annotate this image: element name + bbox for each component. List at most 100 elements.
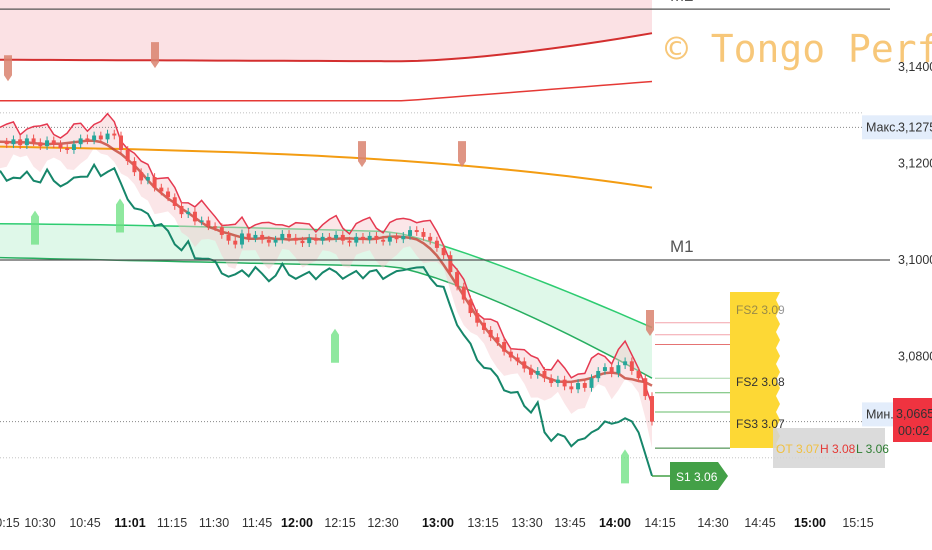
candle-body — [495, 337, 500, 343]
price-label-box — [862, 115, 932, 140]
fs-tag-label[interactable]: FS2 3.08 — [736, 375, 785, 389]
sell-marker-icon — [4, 55, 12, 82]
orange-ma-line — [0, 145, 653, 189]
lower-band-top — [0, 223, 653, 329]
candle-body — [105, 133, 110, 140]
x-tick-label: 11:45 — [242, 516, 272, 530]
upper-band-lower-line — [0, 80, 653, 102]
candle-body — [233, 240, 238, 245]
candle-body — [71, 144, 76, 150]
ohlc-high-label: H 3.08 — [820, 442, 856, 456]
x-tick-label: 13:45 — [554, 516, 585, 530]
y-tick-label: 3,1400 — [898, 60, 932, 74]
candle-body — [313, 237, 318, 241]
candle-body — [455, 272, 460, 287]
level-label-m1: M1 — [670, 237, 694, 256]
price-label-name: Макс. — [866, 120, 899, 134]
candle-body — [4, 141, 9, 145]
x-tick-label: 13:00 — [422, 516, 454, 530]
x-tick-label: 14:45 — [744, 516, 775, 530]
candle-body — [461, 286, 466, 300]
candle-body — [92, 135, 97, 141]
candle-body — [468, 299, 473, 314]
candle-body — [428, 236, 433, 241]
candle-body — [481, 322, 486, 330]
candle-body — [166, 191, 171, 198]
buy-marker-icon — [331, 328, 339, 363]
candle-body — [401, 235, 406, 240]
x-tick-label: 13:15 — [467, 516, 498, 530]
candle-body — [172, 197, 177, 206]
x-tick-label: 10:15 — [0, 516, 20, 530]
candle-body — [535, 370, 540, 375]
candle-body — [253, 234, 258, 239]
candle-body — [542, 370, 547, 379]
candle-body — [596, 370, 601, 379]
sell-marker-icon — [151, 42, 159, 69]
candle-body — [186, 211, 191, 215]
s1-tag-label[interactable]: S1 3.06 — [676, 470, 718, 484]
candle-body — [334, 234, 339, 239]
candle-body — [549, 378, 554, 384]
candle-body — [206, 220, 211, 227]
candle-body — [132, 161, 137, 173]
right-tags: FS2 3.09 FS2 3.08 FS3 3.07 S1 3.06 ОТ 3.07 H … — [652, 292, 889, 490]
candle-body — [307, 237, 312, 244]
price-envelope-fill — [0, 113, 652, 449]
candle-body — [408, 230, 413, 236]
lower-band-fill — [0, 223, 652, 379]
candle-body — [18, 139, 23, 146]
x-tick-label: 15:15 — [842, 516, 873, 530]
candle-body — [347, 240, 352, 243]
candle-body — [448, 255, 453, 273]
x-tick-label: 11:01 — [114, 516, 145, 530]
candle-body — [145, 177, 150, 181]
candle-body — [354, 236, 359, 243]
candle-body — [287, 233, 292, 238]
x-tick-label: 10:30 — [24, 516, 55, 530]
candle-body — [226, 234, 231, 241]
candle-body — [179, 205, 184, 215]
candle-body — [623, 361, 628, 366]
candle-body — [555, 379, 560, 384]
x-tick-label: 11:30 — [199, 516, 229, 530]
candle-body — [562, 379, 567, 387]
ohlc-box — [773, 428, 885, 468]
sell-marker-icon — [646, 309, 654, 336]
candle-body — [374, 235, 379, 240]
candle-body — [616, 365, 621, 374]
candle-body — [219, 227, 224, 235]
candle-body — [112, 133, 117, 136]
candle-body — [502, 342, 507, 352]
x-tick-label: 14:15 — [644, 516, 675, 530]
candle-body — [387, 236, 392, 242]
candle-body — [508, 351, 513, 358]
candle-body — [381, 239, 386, 242]
last-price-countdown: 00:02 — [898, 424, 929, 438]
candle-body — [159, 187, 164, 192]
candle-body — [582, 383, 587, 388]
candle-body — [609, 367, 614, 374]
candlestick-series — [4, 129, 654, 426]
x-tick-label: 12:00 — [281, 516, 313, 530]
price-label-value: 3,1275 — [898, 120, 932, 134]
candle-body — [394, 236, 399, 240]
ohlc-open-label: ОТ 3.07 — [776, 442, 820, 456]
fs-tag-background — [730, 292, 780, 448]
candle-body — [118, 135, 123, 150]
candle-body — [320, 236, 325, 241]
candle-body — [139, 172, 144, 181]
candle-body — [300, 240, 305, 244]
upper-band-bottom — [0, 32, 653, 63]
candle-body — [529, 368, 534, 375]
candle-body — [280, 233, 285, 240]
candle-body — [421, 232, 426, 237]
candle-body — [31, 138, 36, 143]
fs-tag-label[interactable]: FS3 3.07 — [736, 417, 785, 431]
last-price-value: 3,0665 — [896, 407, 932, 421]
x-tick-label: 12:15 — [324, 516, 355, 530]
candle-body — [266, 239, 271, 243]
candle-body — [475, 313, 480, 323]
candle-body — [199, 220, 204, 222]
